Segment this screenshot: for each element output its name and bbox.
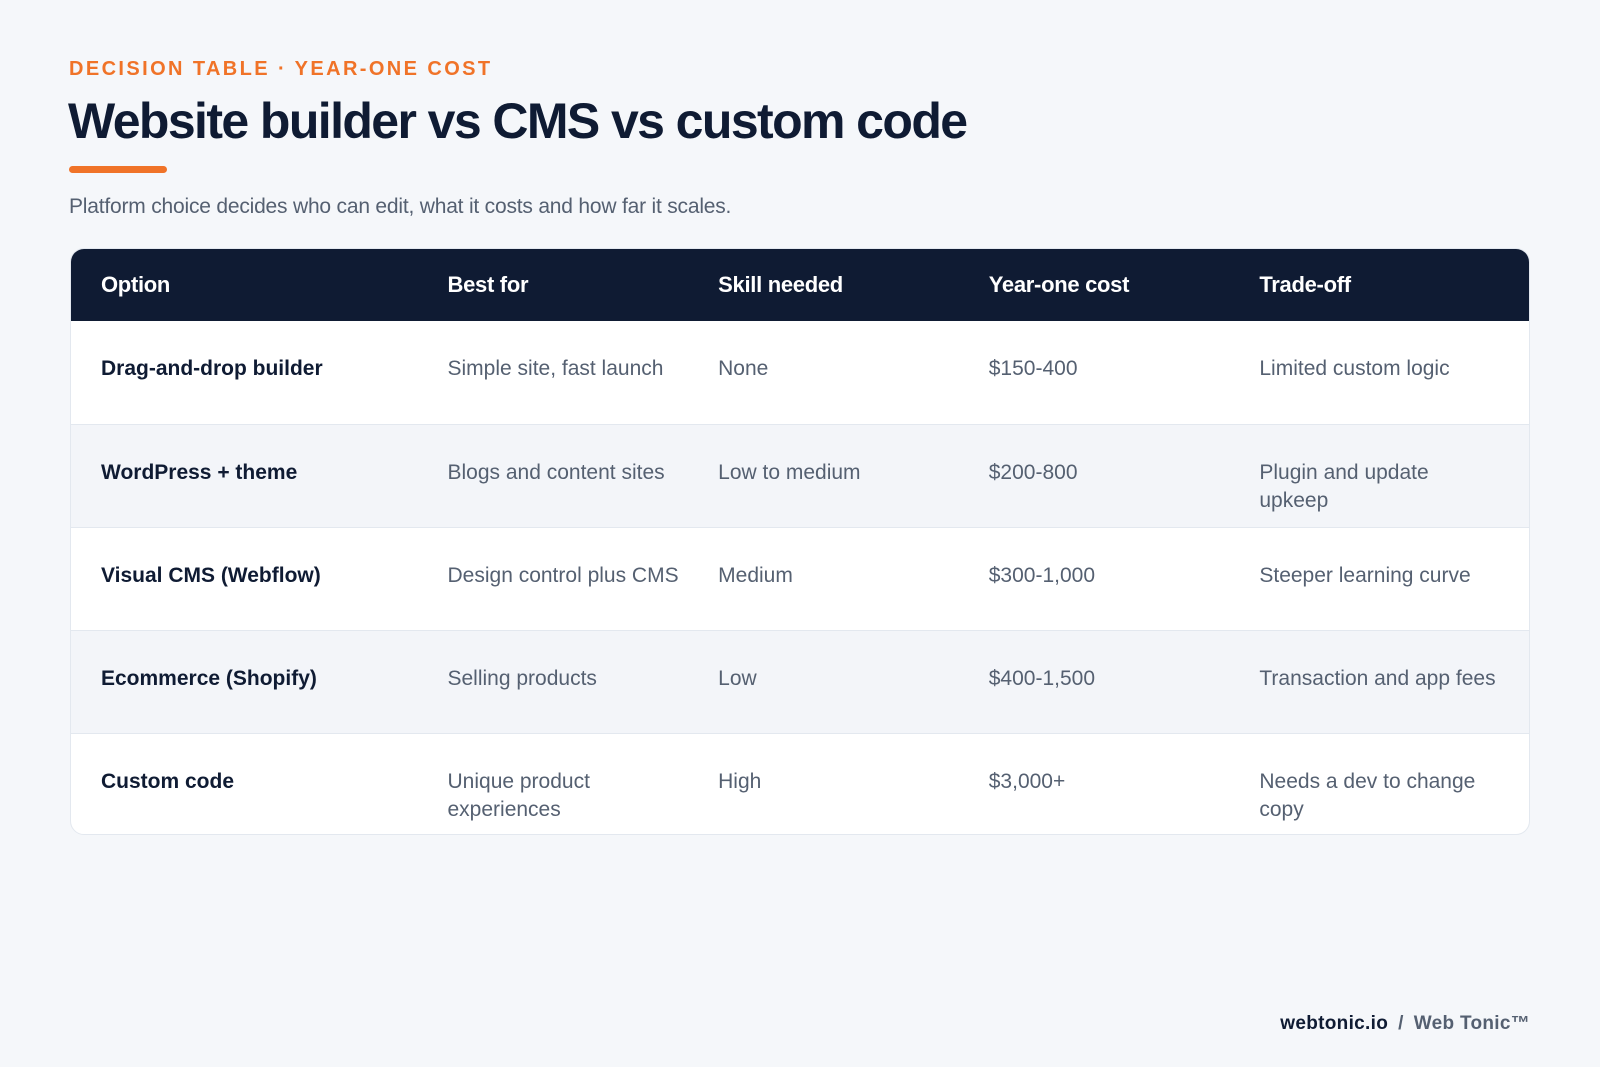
cell-option: Ecommerce (Shopify)	[101, 667, 317, 690]
footer-brand: Web Tonic™	[1413, 1013, 1530, 1034]
header-trade-off: Trade-off	[1259, 272, 1351, 297]
header-option: Option	[101, 272, 171, 297]
cell-trade-off: Transaction and app fees	[1259, 667, 1496, 690]
footer-attribution: webtonic.io / Web Tonic™	[1280, 1013, 1530, 1035]
cell-trade-off: Steeper learning curve	[1259, 564, 1471, 587]
cell-best-for: Blogs and content sites	[447, 461, 665, 484]
table-header-row: Option Best for Skill needed Year-one co…	[71, 249, 1529, 321]
cell-best-for: Selling products	[447, 667, 597, 690]
cell-year-one-cost: $400-1,500	[988, 667, 1096, 690]
cell-trade-off: Needs a dev to change copy	[1259, 770, 1476, 821]
cell-year-one-cost: $3,000+	[988, 770, 1066, 793]
header-year-one-cost: Year-one cost	[988, 272, 1130, 297]
eyebrow-label: DECISION TABLE · YEAR-ONE COST	[69, 58, 493, 80]
cell-skill-needed: Low	[718, 667, 757, 690]
cell-option: Custom code	[101, 770, 235, 793]
footer-domain-link[interactable]: webtonic.io	[1280, 1013, 1389, 1034]
cell-best-for: Unique product experiences	[447, 770, 590, 821]
header-skill-needed: Skill needed	[718, 272, 843, 297]
cell-option: WordPress + theme	[101, 461, 298, 484]
cell-skill-needed: Medium	[718, 564, 793, 587]
table-row: Custom code Unique product experiences H…	[71, 733, 1529, 834]
table-row: WordPress + theme Blogs and content site…	[71, 424, 1529, 527]
cell-option: Drag-and-drop builder	[101, 357, 323, 380]
header-best-for: Best for	[447, 272, 529, 297]
page-subtitle: Platform choice decides who can edit, wh…	[69, 195, 732, 218]
page-title: Website builder vs CMS vs custom code	[68, 93, 968, 149]
table-row: Drag-and-drop builder Simple site, fast …	[71, 321, 1529, 424]
cell-best-for: Simple site, fast launch	[447, 357, 664, 380]
table-row: Visual CMS (Webflow) Design control plus…	[71, 527, 1529, 630]
cell-year-one-cost: $150-400	[988, 357, 1078, 380]
table-row: Ecommerce (Shopify) Selling products Low…	[71, 630, 1529, 733]
cell-year-one-cost: $200-800	[988, 461, 1078, 484]
cell-option: Visual CMS (Webflow)	[101, 564, 321, 587]
cell-skill-needed: None	[718, 357, 769, 380]
footer-separator: /	[1398, 1013, 1404, 1034]
title-accent-bar	[69, 166, 167, 173]
cell-skill-needed: High	[718, 770, 762, 793]
decision-table: Option Best for Skill needed Year-one co…	[70, 248, 1530, 835]
cell-trade-off: Limited custom logic	[1259, 357, 1450, 380]
cell-year-one-cost: $300-1,000	[988, 564, 1096, 587]
cell-skill-needed: Low to medium	[718, 461, 861, 484]
cell-best-for: Design control plus CMS	[447, 564, 679, 587]
cell-trade-off: Plugin and update upkeep	[1259, 461, 1429, 512]
